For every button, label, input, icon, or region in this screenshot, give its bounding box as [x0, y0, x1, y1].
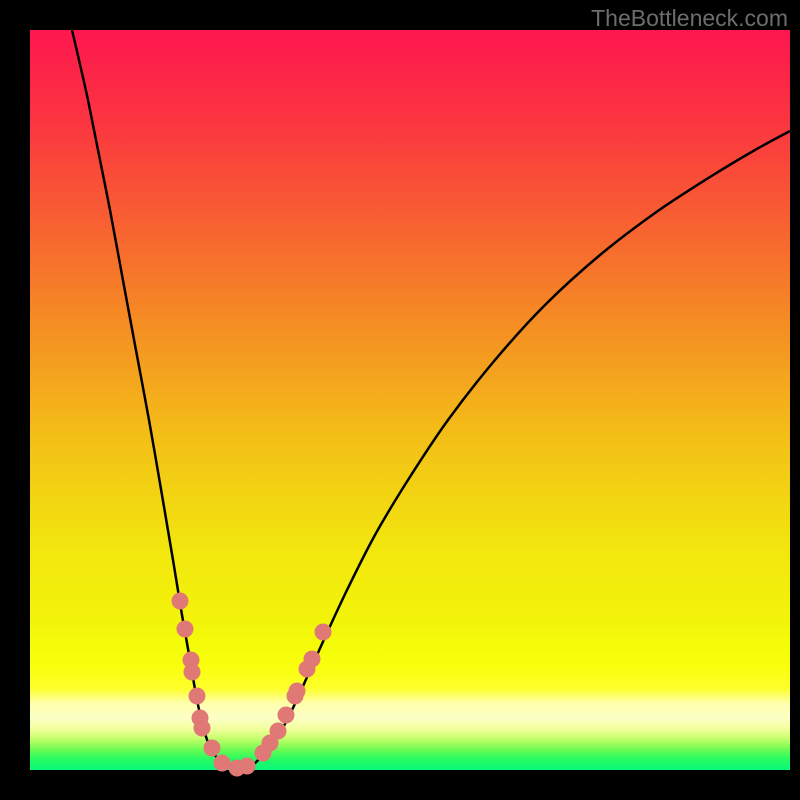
marker-left-0: [172, 593, 189, 610]
marker-left-1: [177, 621, 194, 638]
marker-left-4: [189, 688, 206, 705]
marker-left-3: [184, 664, 201, 681]
marker-right-5: [289, 683, 306, 700]
marker-left-6: [194, 720, 211, 737]
marker-left-10: [239, 758, 256, 775]
marker-right-8: [315, 624, 332, 641]
watermark-text: TheBottleneck.com: [591, 5, 788, 32]
chart-container: TheBottleneck.com: [0, 0, 800, 800]
marker-right-7: [304, 651, 321, 668]
marker-left-7: [204, 740, 221, 757]
marker-right-3: [278, 707, 295, 724]
marker-left-8: [214, 755, 231, 772]
bottleneck-chart: [0, 0, 800, 800]
marker-right-2: [270, 723, 287, 740]
